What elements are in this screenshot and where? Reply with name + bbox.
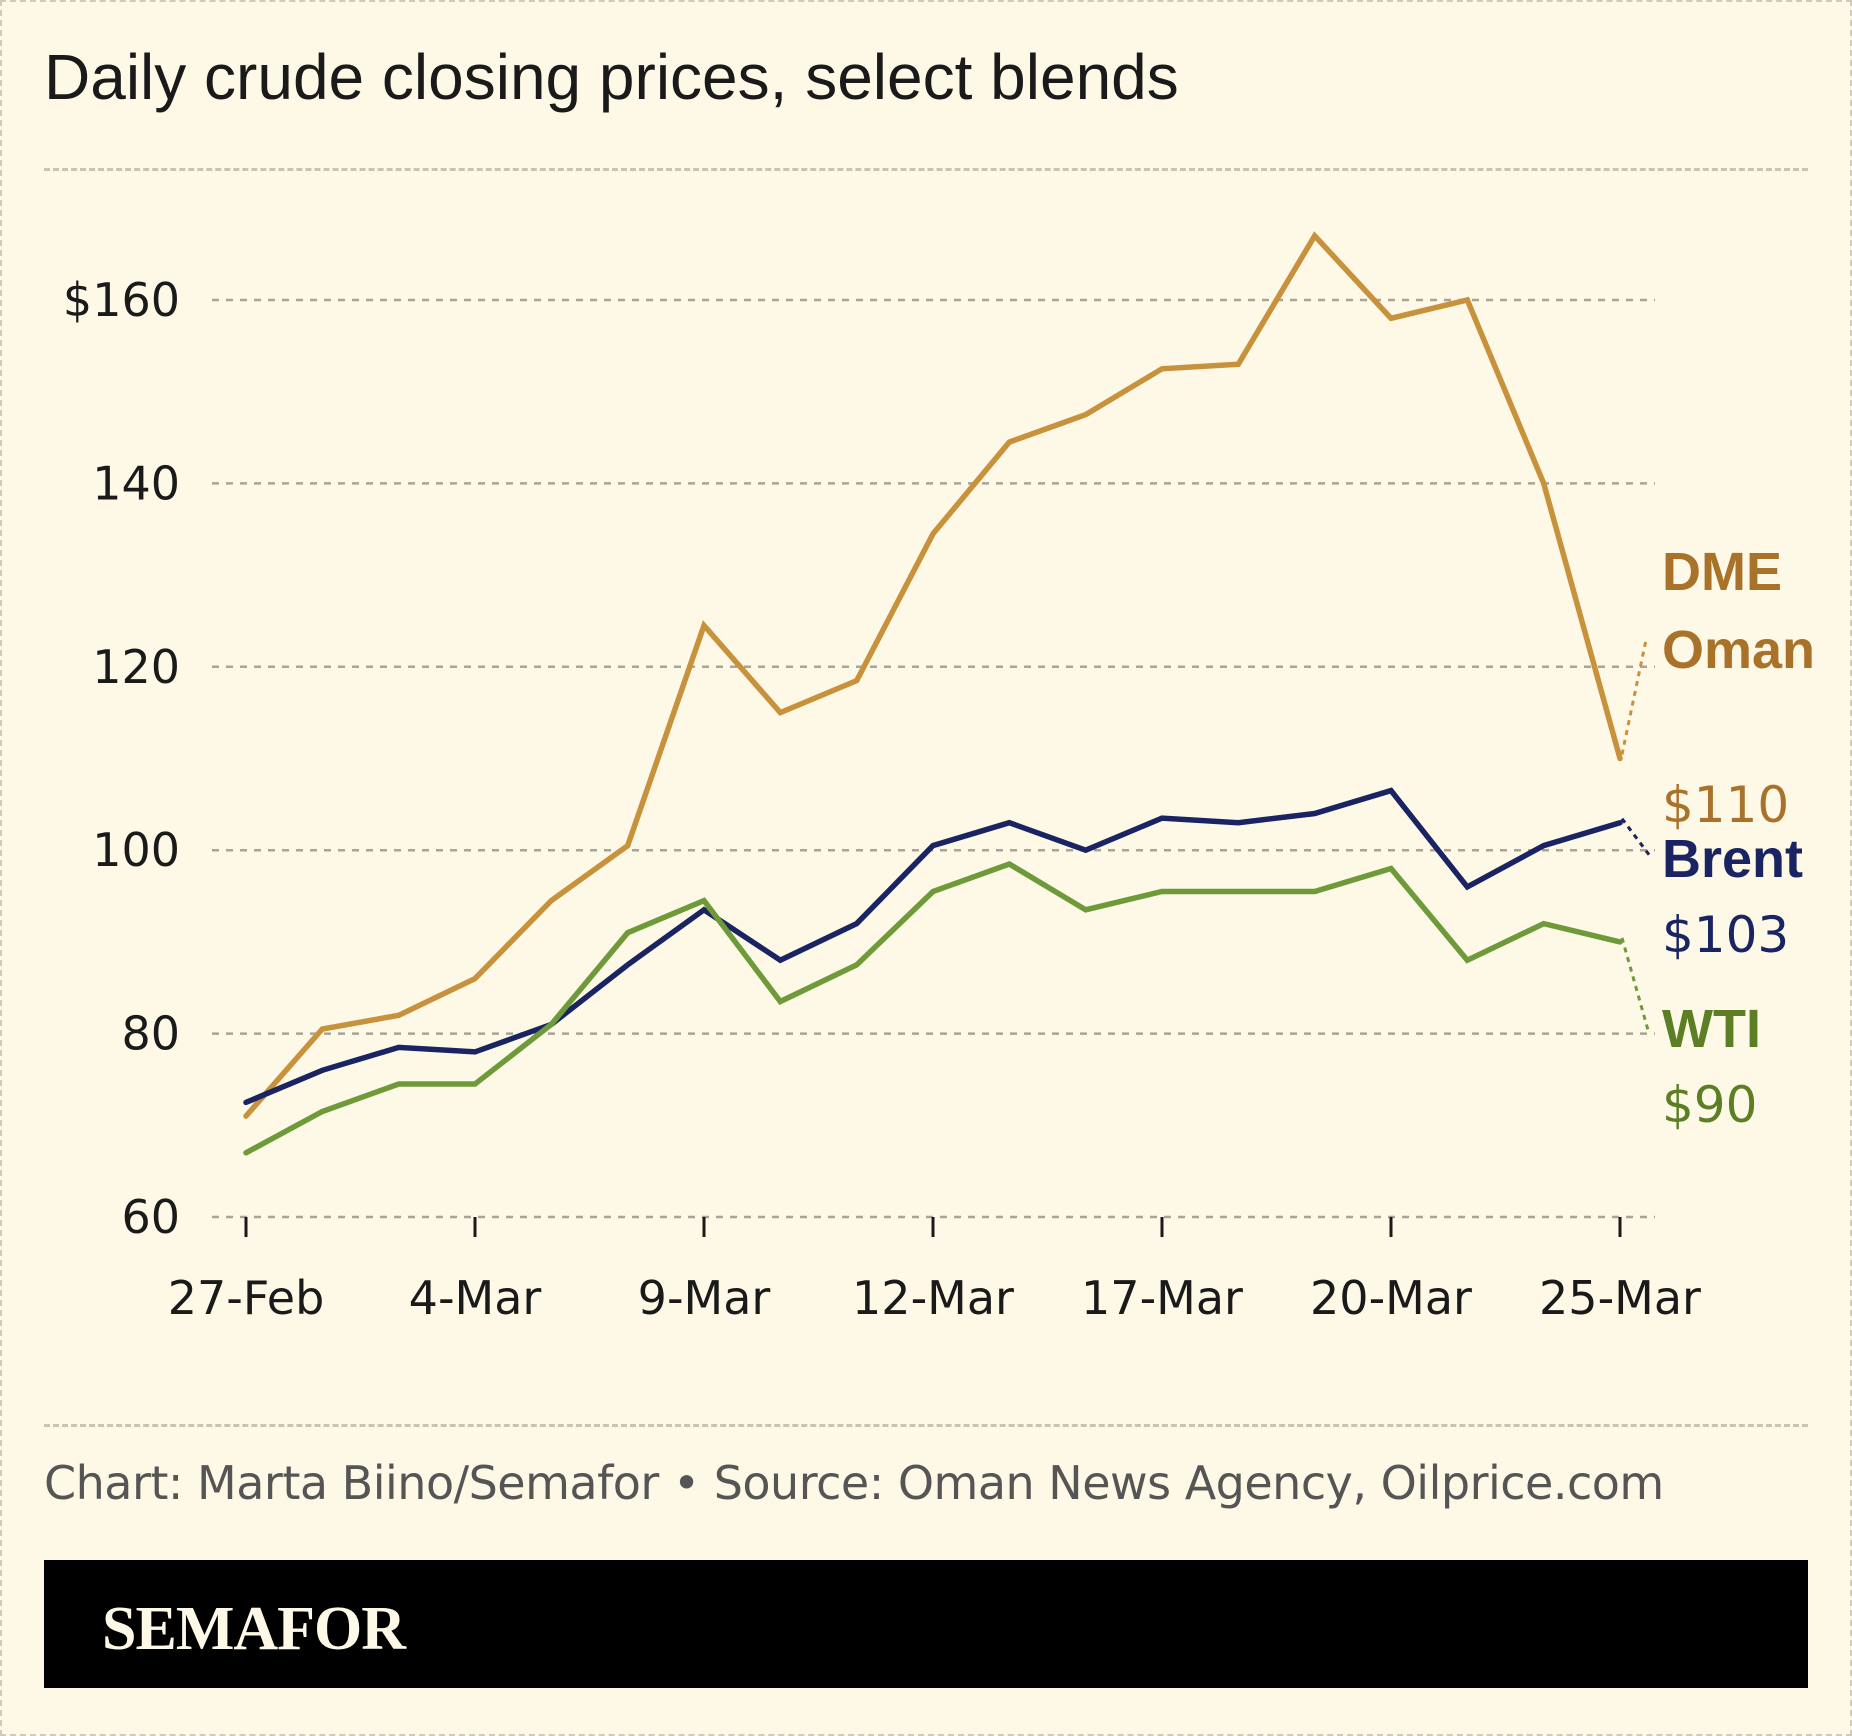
brand-bar: SEMAFOR <box>44 1560 1808 1688</box>
title-divider <box>44 168 1808 171</box>
leader-dme-oman <box>1620 639 1648 755</box>
x-axis: 27-Feb 4-Mar 9-Mar 12-Mar 17-Mar 20-Mar 25-Mar <box>168 1217 1701 1325</box>
series-end-value-brent: $103 <box>1662 906 1789 964</box>
series-line-brent <box>243 787 1623 1106</box>
x-tick-label: 27-Feb <box>168 1271 325 1325</box>
series-lines <box>243 231 1623 1156</box>
x-tick-label: 12-Mar <box>852 1271 1014 1325</box>
y-tick-label: $160 <box>63 273 180 327</box>
line-chart: 60 80 100 120 140 $160 27-Feb 4-Mar 9-Mar 12-Mar… <box>63 231 1815 1325</box>
y-axis: 60 80 100 120 140 $160 <box>63 273 180 1244</box>
y-tick-label: 120 <box>92 640 180 694</box>
series-label-dme-oman: DME <box>1662 542 1782 602</box>
chart-title: Daily crude closing prices, select blend… <box>44 41 1179 113</box>
series-end-value-wti: $90 <box>1662 1076 1757 1134</box>
series-label-dme-oman: Oman <box>1662 620 1815 680</box>
series-label-wti: WTI <box>1662 999 1761 1059</box>
series-line-dme-oman <box>243 231 1623 1119</box>
x-tick-label: 4-Mar <box>409 1271 542 1325</box>
grid-lines <box>212 298 1655 1219</box>
footer-divider <box>44 1424 1808 1427</box>
x-tick-label: 25-Mar <box>1539 1271 1701 1325</box>
semafor-logo[interactable]: SEMAFOR <box>102 1595 406 1663</box>
series-end-value-dme-oman: $110 <box>1662 776 1789 834</box>
y-tick-label: 100 <box>92 823 180 877</box>
x-tick-label: 20-Mar <box>1310 1271 1472 1325</box>
y-tick-label: 80 <box>121 1007 180 1061</box>
chart-credit: Chart: Marta Biino/Semafor • Source: Oma… <box>44 1456 1664 1510</box>
x-tick-label: 17-Mar <box>1081 1271 1243 1325</box>
y-tick-label: 140 <box>92 456 180 510</box>
leader-wti <box>1620 937 1650 1031</box>
y-tick-label: 60 <box>121 1190 180 1244</box>
leader-brent <box>1620 817 1652 857</box>
series-line-wti <box>243 860 1623 1156</box>
series-label-brent: Brent <box>1662 829 1803 889</box>
x-tick-label: 9-Mar <box>638 1271 771 1325</box>
